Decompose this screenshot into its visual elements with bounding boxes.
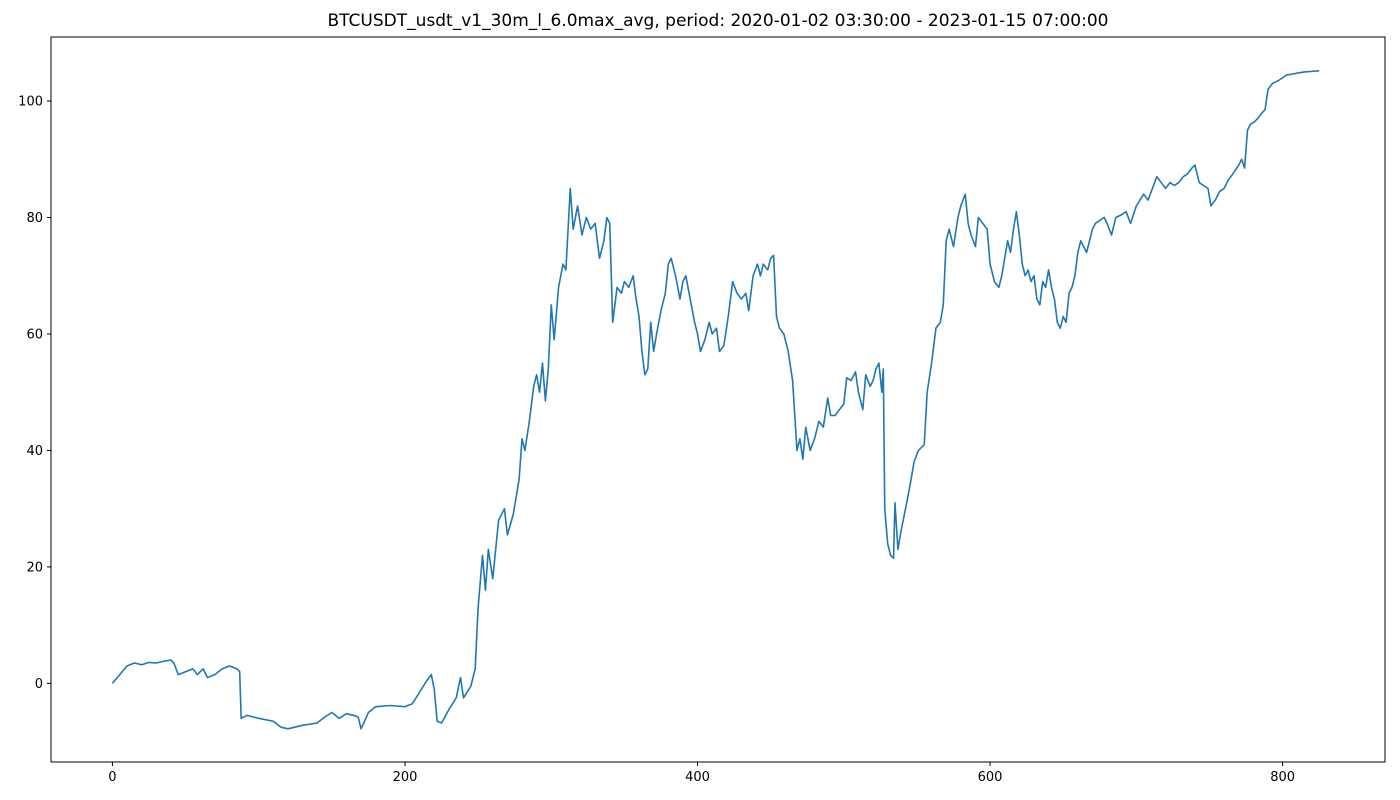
y-axis: 0 20 40 60 80 100 [18,95,51,692]
x-tick-label: 0 [108,770,116,785]
x-tick-label: 800 [1270,770,1295,785]
y-tick-label: 100 [18,95,43,110]
x-tick-label: 200 [393,770,418,785]
y-tick-label: 40 [26,444,43,459]
y-tick-label: 60 [26,327,43,342]
x-tick-label: 400 [685,770,710,785]
chart-title: BTCUSDT_usdt_v1_30m_l_6.0max_avg, period… [327,11,1109,31]
y-tick-label: 0 [35,677,43,692]
series-line-0 [111,69,1320,730]
plot-frame [50,36,1386,763]
y-tick-label: 80 [26,211,43,226]
plot-area [111,69,1320,730]
x-tick-label: 600 [978,770,1003,785]
x-axis: 0 200 400 600 800 [108,762,1295,785]
y-tick-label: 20 [26,560,43,575]
